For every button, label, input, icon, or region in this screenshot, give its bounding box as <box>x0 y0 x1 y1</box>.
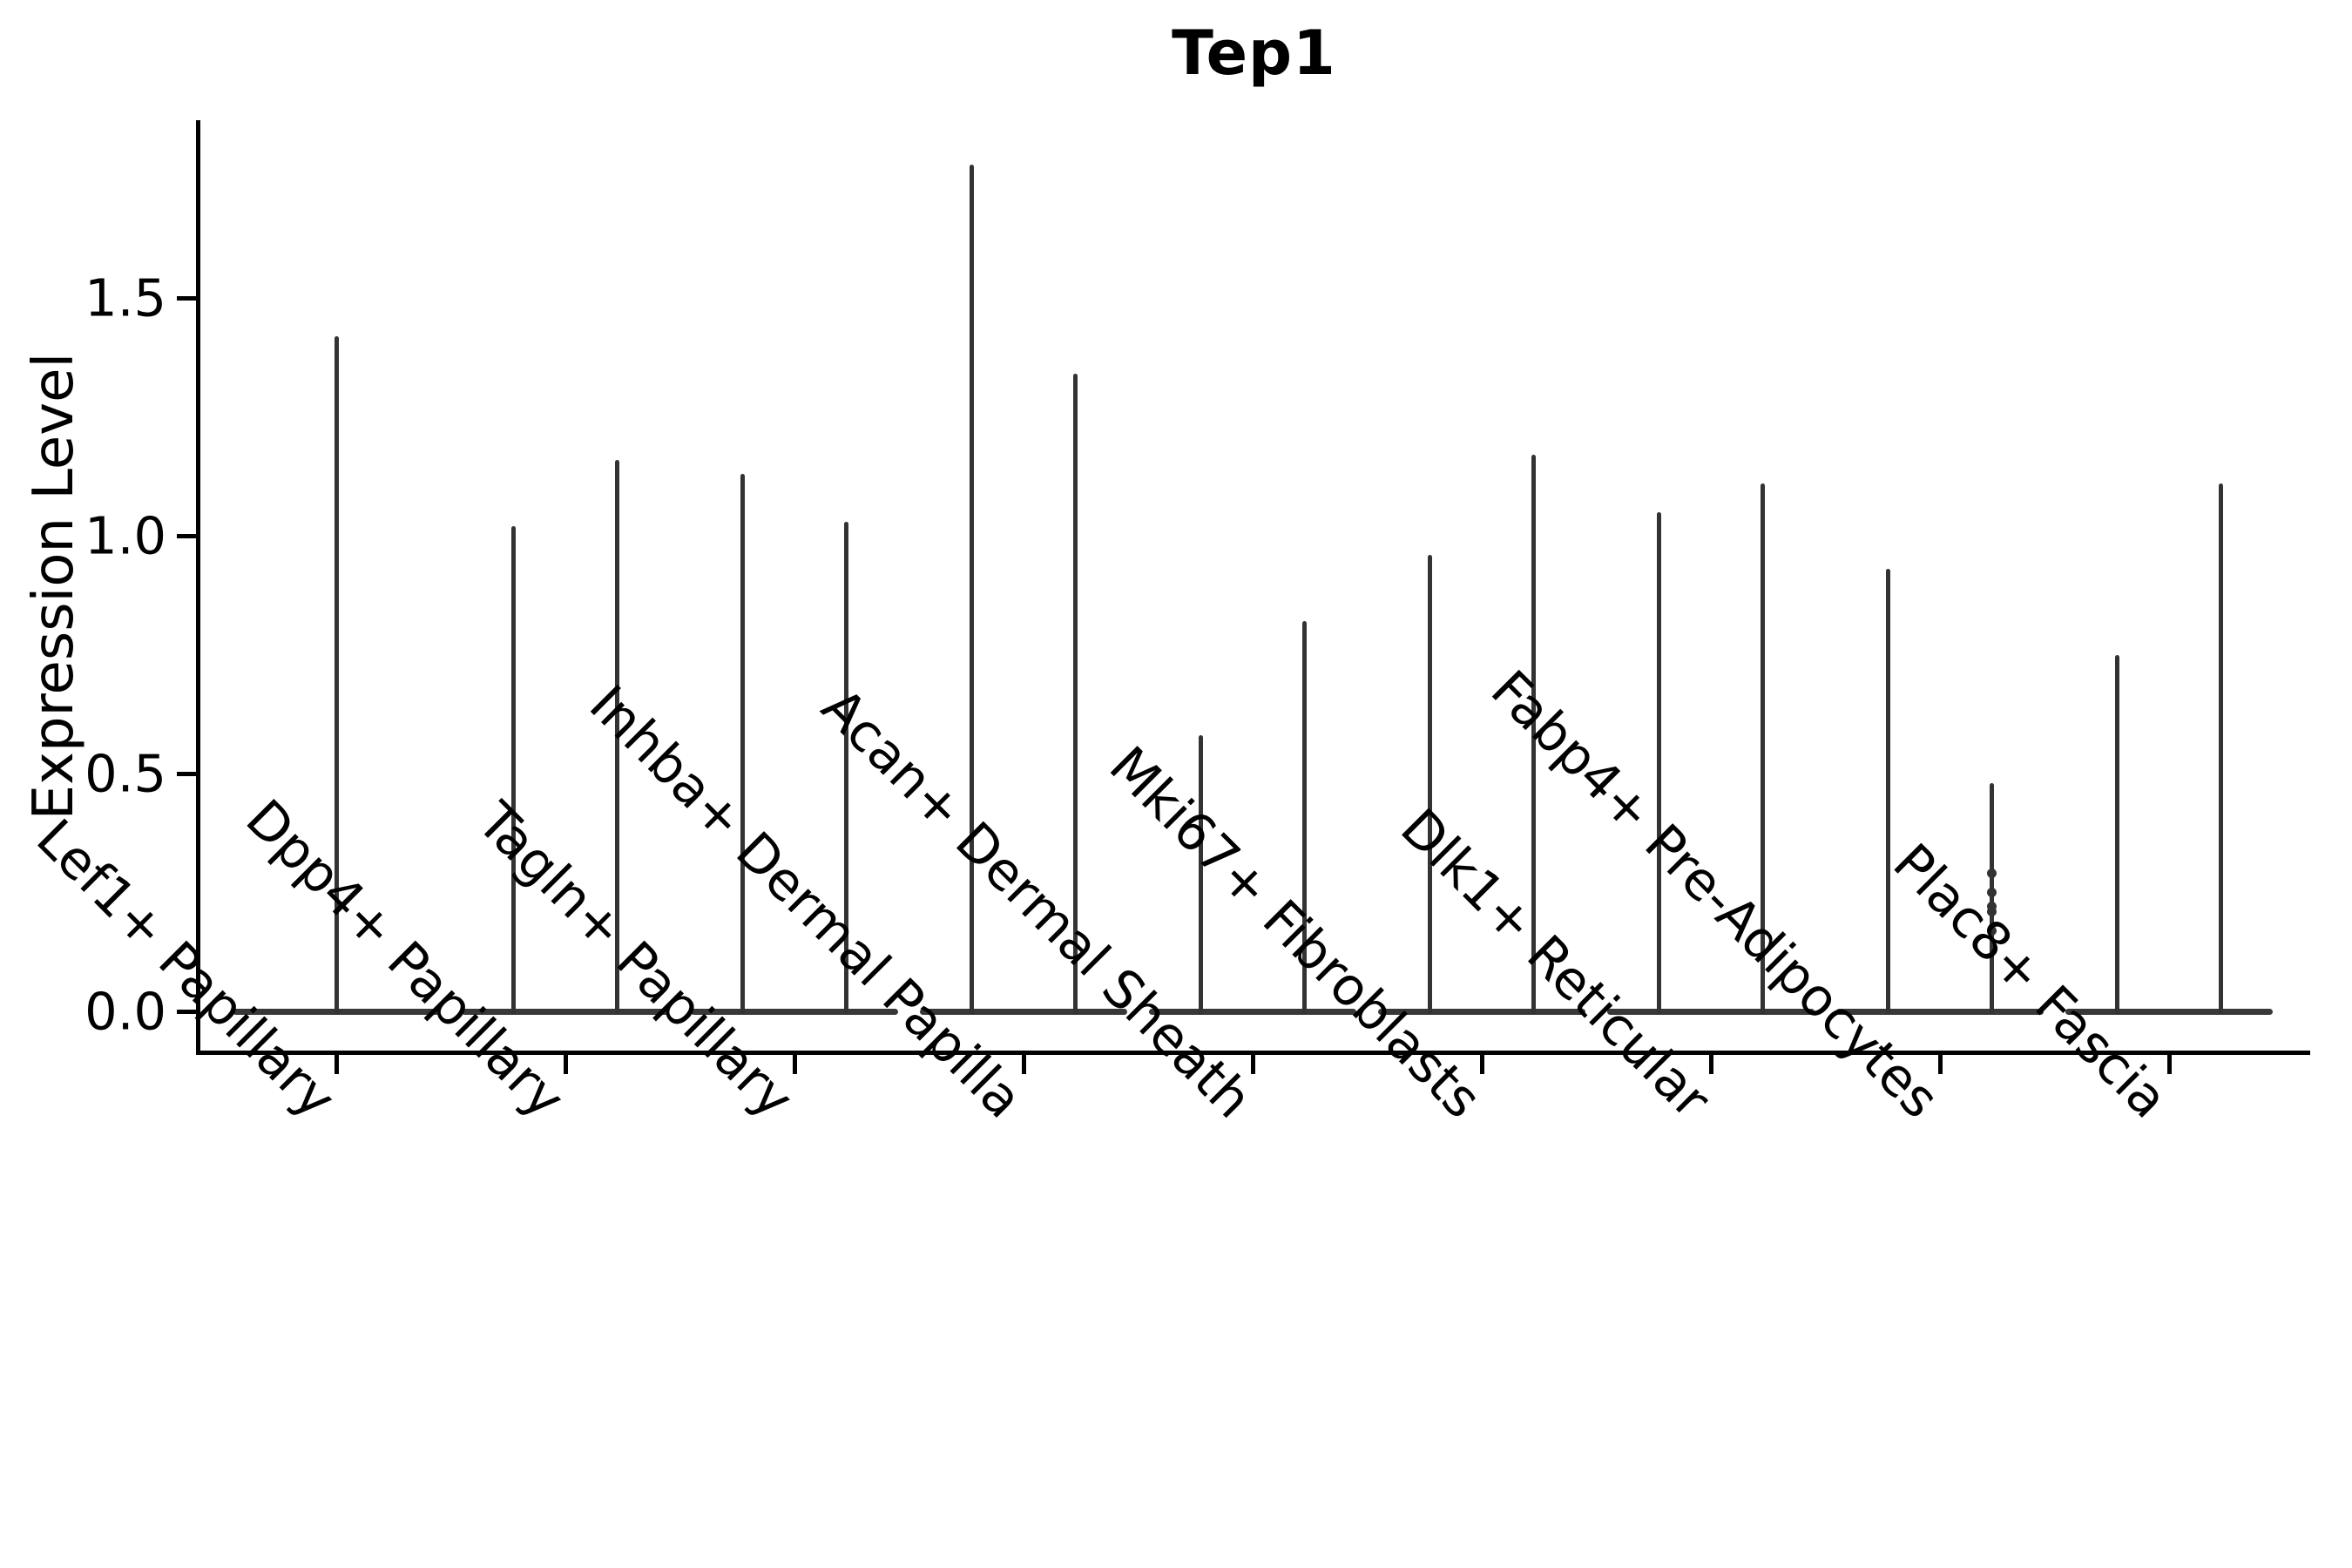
expression-point <box>1987 906 1997 916</box>
y-tick <box>177 533 198 538</box>
x-tick <box>1021 1055 1026 1074</box>
x-tick <box>563 1055 568 1074</box>
violin-spike <box>1531 455 1536 1014</box>
x-tick <box>1937 1055 1943 1074</box>
x-tick <box>334 1055 339 1074</box>
y-tick-label: 0.0 <box>84 981 166 1042</box>
y-tick-label: 1.0 <box>84 505 166 566</box>
expression-point <box>1987 868 1997 879</box>
violin-base <box>920 1008 1127 1015</box>
violin-spike <box>970 165 974 1014</box>
violin-spike <box>1886 569 1890 1014</box>
y-tick <box>177 1009 198 1014</box>
violin-spike <box>844 521 848 1014</box>
x-tick <box>1250 1055 1255 1074</box>
x-tick <box>1708 1055 1713 1074</box>
y-tick <box>177 295 198 301</box>
violin-spike <box>615 459 619 1014</box>
chart-title: Tep1 <box>1172 17 1336 89</box>
violin-base <box>462 1008 669 1015</box>
x-tick <box>2166 1055 2172 1074</box>
violin-base <box>1836 1008 2044 1015</box>
violin-spike <box>1761 483 1765 1014</box>
y-tick-label: 1.5 <box>84 267 166 328</box>
violin-spike <box>1302 621 1307 1014</box>
y-tick <box>177 771 198 776</box>
violin-base <box>1607 1008 1815 1015</box>
violin-spike <box>1657 511 1661 1014</box>
violin-spike <box>511 526 516 1014</box>
violin-base <box>1378 1008 1585 1015</box>
violin-base <box>2065 1008 2273 1015</box>
expression-point <box>1987 925 1997 936</box>
y-tick-label: 0.5 <box>84 743 166 804</box>
violin-spike <box>1073 374 1078 1014</box>
violin-spike <box>740 474 745 1014</box>
violin-spike <box>1199 735 1203 1014</box>
x-tick-label-text: Acan+ Dermal Sheath <box>809 676 1263 1131</box>
x-tick-label-text: Inhba+ Dermal Papilla <box>578 673 1034 1131</box>
x-tick <box>792 1055 797 1074</box>
violin-spike <box>2115 654 2119 1014</box>
violin-base <box>1149 1008 1356 1015</box>
violin-base <box>691 1008 898 1015</box>
expression-point <box>1987 902 1997 912</box>
x-axis-spine <box>196 1051 2310 1055</box>
x-tick-label-text: Fabp4+ Pre-Adipocytes <box>1479 659 1950 1131</box>
y-axis-label: Expression Level <box>22 352 86 821</box>
y-axis-spine <box>196 120 200 1055</box>
x-tick <box>1479 1055 1484 1074</box>
violin-spike <box>1990 782 1994 1014</box>
violin-spike <box>1428 554 1432 1014</box>
x-tick-label-text: Mki67+ Fibroblasts <box>1097 734 1492 1131</box>
expression-point <box>1987 888 1997 897</box>
violin-spike <box>334 335 339 1014</box>
violin-spike <box>2219 483 2223 1014</box>
